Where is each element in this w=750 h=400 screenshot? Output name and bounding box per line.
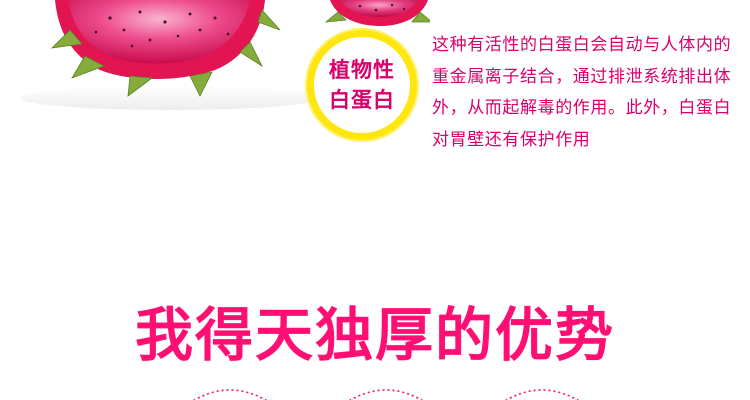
dotted-arc-decoration xyxy=(192,389,268,400)
dotted-arc-decoration xyxy=(348,389,424,400)
dotted-arc-decoration xyxy=(504,389,580,400)
badge-line-2: 白蛋白 xyxy=(329,88,395,112)
feature-description: 这种有活性的白蛋白会自动与人体内的重金属离子结合，通过排泄系统排出体外，从而起解… xyxy=(432,35,732,150)
section-headline: 我得天独厚的优势 xyxy=(134,301,615,369)
feature-badge: 植物性 白蛋白 xyxy=(305,28,419,142)
dragon-fruit-photo xyxy=(20,0,430,110)
badge-line-1: 植物性 xyxy=(329,58,395,82)
feature-badge-inner: 植物性 白蛋白 xyxy=(314,37,410,133)
